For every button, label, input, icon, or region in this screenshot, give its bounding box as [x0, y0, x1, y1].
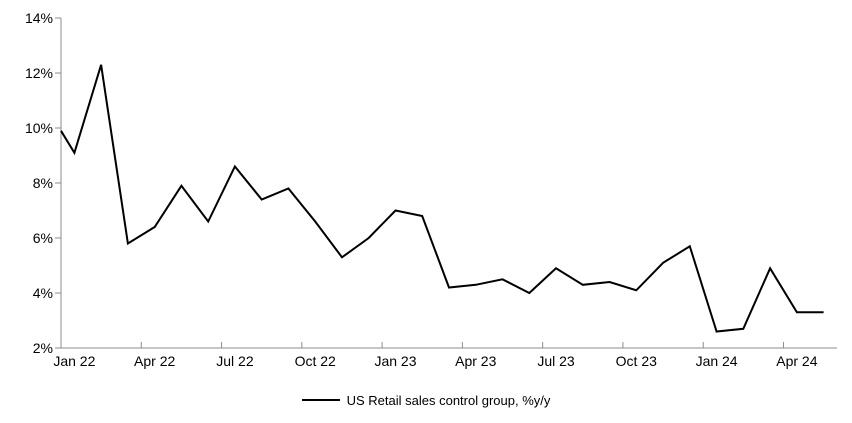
y-axis-label: 8%: [33, 175, 53, 191]
x-axis-label: Jul 22: [216, 353, 254, 369]
series-line: [60, 64, 824, 333]
legend: US Retail sales control group, %y/y: [0, 391, 852, 409]
y-axis-label: 2%: [33, 340, 53, 356]
x-axis-label: Jan 22: [53, 353, 95, 369]
y-axis-label: 12%: [25, 65, 53, 81]
x-axis-label: Jul 23: [537, 353, 575, 369]
x-axis-label: Jan 23: [374, 353, 416, 369]
x-axis-label: Oct 23: [616, 353, 657, 369]
y-axis-label: 6%: [33, 230, 53, 246]
x-axis-label: Oct 22: [295, 353, 336, 369]
y-axis-label: 14%: [25, 10, 53, 26]
x-axis-label: Jan 24: [696, 353, 738, 369]
y-axis-label: 4%: [33, 285, 53, 301]
y-axis-label: 10%: [25, 120, 53, 136]
x-axis-label: Apr 24: [776, 353, 817, 369]
x-axis-label: Apr 23: [455, 353, 496, 369]
legend-line-swatch: [301, 399, 340, 401]
legend-label: US Retail sales control group, %y/y: [346, 392, 551, 408]
x-axis-label: Apr 22: [134, 353, 175, 369]
